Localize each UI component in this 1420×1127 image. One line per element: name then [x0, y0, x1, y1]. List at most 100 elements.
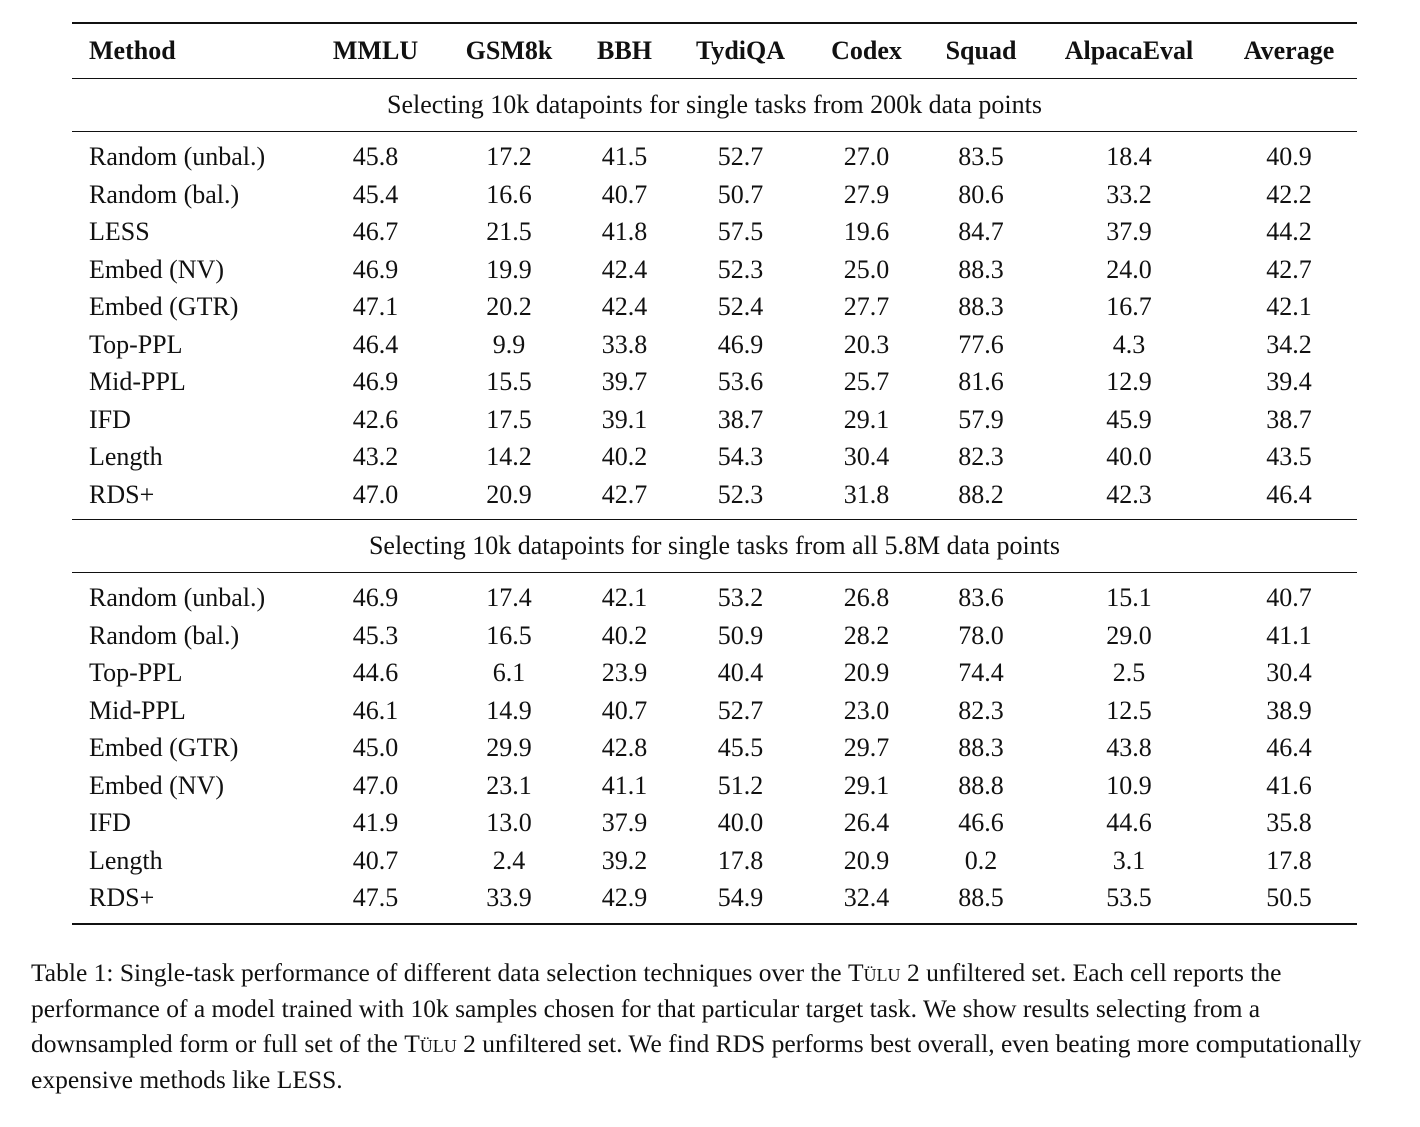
value-cell-squad: 77.6 [958, 329, 1004, 359]
method-cell: Top-PPL [89, 329, 183, 359]
value-cell-squad: 82.3 [958, 695, 1004, 725]
method-cell: Embed (NV) [89, 254, 225, 284]
value-cell-mmlu: 45.0 [352, 733, 399, 762]
value-cell-gsm8k: 14.9 [486, 695, 532, 725]
value-cell-bbh: 39.2 [601, 845, 648, 875]
value-cell-tydiqa: 45.5 [717, 733, 764, 762]
method-cell: Embed (NV) [89, 770, 225, 800]
value-cell-alpacaeval: 12.5 [1106, 695, 1152, 725]
value-cell-mmlu: 41.9 [352, 808, 399, 837]
value-cell-codex: 27.9 [843, 179, 890, 209]
value-cell-gsm8k: 16.6 [486, 179, 532, 209]
value-cell-average: 41.1 [1266, 620, 1312, 650]
value-cell-average: 44.2 [1266, 217, 1312, 246]
value-cell-alpacaeval: 2.5 [1112, 658, 1146, 687]
value-cell-codex: 28.2 [843, 620, 890, 650]
value-cell-gsm8k: 2.4 [492, 845, 526, 875]
value-cell-mmlu: 46.9 [352, 583, 399, 612]
table-row: LESS 46.7 21.5 41.8 57.5 19.6 84.7 37.9 44.2 [72, 213, 1357, 251]
table-row: Embed (GTR) 45.0 29.9 42.8 45.5 29.7 88.3 43.8 4… [72, 729, 1357, 767]
method-cell: Embed (GTR) [89, 292, 239, 321]
value-cell-tydiqa: 52.7 [717, 695, 764, 725]
value-cell-mmlu: 47.5 [352, 883, 399, 912]
table-row: Top-PPL 46.4 9.9 33.8 46.9 20.3 77.6 4.3 34.2 [72, 326, 1357, 364]
method-cell: IFD [89, 808, 131, 837]
column-header-average: Average [1221, 22, 1357, 79]
value-cell-squad: 80.6 [958, 179, 1004, 209]
value-cell-bbh: 42.4 [601, 254, 648, 284]
table-row: Length 40.7 2.4 39.2 17.8 20.9 0.2 3.1 17.8 [72, 842, 1357, 880]
column-header-method: Method [72, 22, 309, 79]
value-cell-tydiqa: 52.3 [717, 254, 764, 284]
column-header-alpacaeval: AlpacaEval [1037, 22, 1221, 79]
value-cell-squad: 88.2 [958, 479, 1004, 509]
value-cell-alpacaeval: 40.0 [1106, 442, 1152, 471]
value-cell-codex: 27.7 [843, 292, 890, 321]
value-cell-average: 39.4 [1266, 367, 1312, 396]
value-cell-mmlu: 46.7 [352, 217, 399, 246]
value-cell-bbh: 39.1 [601, 404, 648, 434]
value-cell-codex: 25.7 [843, 367, 890, 396]
method-cell: Mid-PPL [89, 695, 186, 725]
value-cell-average: 42.1 [1266, 292, 1312, 321]
value-cell-alpacaeval: 53.5 [1106, 883, 1152, 912]
value-cell-squad: 0.2 [964, 845, 998, 875]
method-cell: Length [89, 845, 163, 875]
value-cell-bbh: 33.8 [601, 329, 648, 359]
value-cell-mmlu: 45.8 [352, 142, 399, 171]
method-cell: LESS [89, 217, 150, 246]
value-cell-gsm8k: 20.2 [486, 292, 532, 321]
value-cell-mmlu: 42.6 [352, 404, 399, 434]
table-row: Length 43.2 14.2 40.2 54.3 30.4 82.3 40.0 43.5 [72, 438, 1357, 476]
value-cell-alpacaeval: 12.9 [1106, 367, 1152, 396]
value-cell-codex: 23.0 [843, 695, 890, 725]
value-cell-average: 42.2 [1266, 179, 1312, 209]
value-cell-alpacaeval: 44.6 [1106, 808, 1152, 837]
value-cell-average: 17.8 [1266, 845, 1312, 875]
value-cell-average: 40.7 [1266, 583, 1312, 612]
table-row: Random (bal.) 45.3 16.5 40.2 50.9 28.2 78.0 29.… [72, 617, 1357, 655]
table-row: Embed (GTR) 47.1 20.2 42.4 52.4 27.7 88.3 16.7 4… [72, 288, 1357, 326]
value-cell-bbh: 41.8 [601, 217, 648, 246]
value-cell-squad: 88.8 [958, 770, 1004, 800]
table-row: RDS+ 47.5 33.9 42.9 54.9 32.4 88.5 53.5 50.5 [72, 879, 1357, 917]
value-cell-gsm8k: 19.9 [486, 254, 532, 284]
value-cell-alpacaeval: 37.9 [1106, 217, 1152, 246]
value-cell-codex: 31.8 [843, 479, 890, 509]
value-cell-codex: 19.6 [843, 217, 890, 246]
value-cell-alpacaeval: 43.8 [1106, 733, 1152, 762]
value-cell-gsm8k: 21.5 [486, 217, 532, 246]
value-cell-gsm8k: 17.5 [486, 404, 532, 434]
column-header-tydiqa: TydiQA [673, 22, 808, 79]
method-cell: IFD [89, 404, 131, 434]
value-cell-codex: 26.8 [843, 583, 890, 612]
value-cell-alpacaeval: 45.9 [1106, 404, 1152, 434]
value-cell-codex: 20.3 [843, 329, 890, 359]
value-cell-squad: 83.6 [958, 583, 1004, 612]
value-cell-tydiqa: 57.5 [717, 217, 764, 246]
value-cell-mmlu: 47.0 [352, 770, 399, 800]
value-cell-codex: 20.9 [843, 845, 890, 875]
value-cell-alpacaeval: 42.3 [1106, 479, 1152, 509]
value-cell-tydiqa: 52.4 [717, 292, 764, 321]
value-cell-codex: 26.4 [843, 808, 890, 837]
value-cell-tydiqa: 46.9 [717, 329, 764, 359]
value-cell-squad: 82.3 [958, 442, 1004, 471]
table-row: Random (bal.) 45.4 16.6 40.7 50.7 27.9 80.6 33.… [72, 176, 1357, 214]
value-cell-mmlu: 43.2 [352, 442, 399, 471]
value-cell-squad: 88.3 [958, 254, 1004, 284]
value-cell-gsm8k: 15.5 [486, 367, 532, 396]
results-table-container: Method MMLU GSM8k BBH TydiQA Codex Squad Alpaca… [72, 22, 1357, 925]
value-cell-tydiqa: 51.2 [717, 770, 764, 800]
value-cell-average: 50.5 [1266, 883, 1312, 912]
value-cell-mmlu: 46.9 [352, 254, 399, 284]
value-cell-squad: 83.5 [958, 142, 1004, 171]
value-cell-tydiqa: 52.7 [717, 142, 764, 171]
value-cell-squad: 74.4 [958, 658, 1004, 687]
value-cell-alpacaeval: 33.2 [1106, 179, 1152, 209]
value-cell-bbh: 42.7 [601, 479, 648, 509]
value-cell-squad: 88.3 [958, 292, 1004, 321]
value-cell-codex: 29.7 [843, 733, 890, 762]
value-cell-gsm8k: 29.9 [486, 733, 532, 762]
table-row: Embed (NV) 47.0 23.1 41.1 51.2 29.1 88.8 10.9 41… [72, 767, 1357, 805]
